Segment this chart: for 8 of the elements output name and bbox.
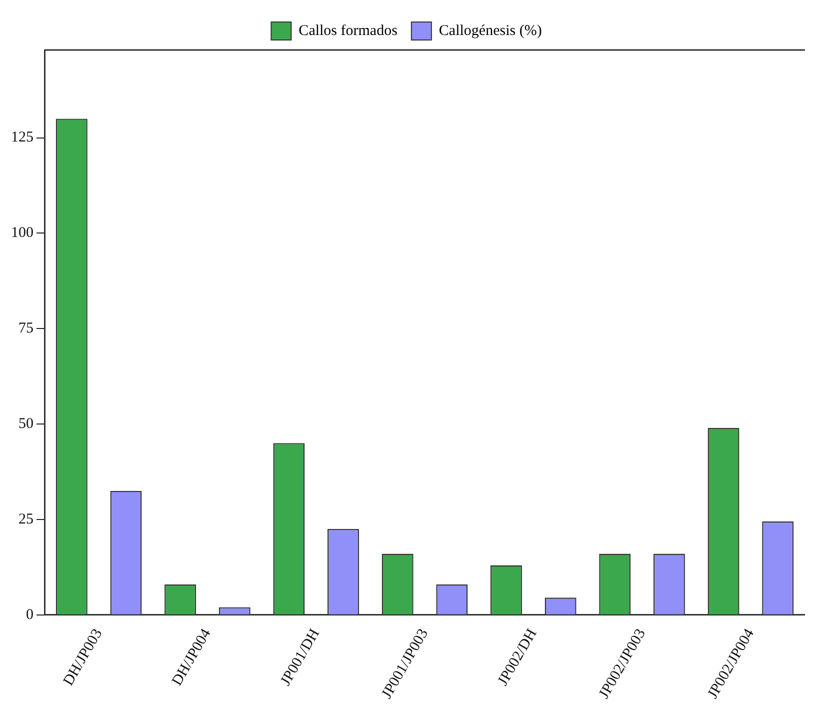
legend-label: Callogénesis (%) <box>438 22 542 39</box>
legend-label: Callos formados <box>298 22 398 39</box>
y-tick-label: 0 <box>26 606 34 623</box>
y-tick-label: 100 <box>11 225 34 242</box>
y-tick-label: 75 <box>18 320 34 337</box>
y-tick-label: 125 <box>11 130 34 146</box>
y-tick-label: 50 <box>18 416 34 432</box>
y-tick-label: 25 <box>18 511 34 528</box>
